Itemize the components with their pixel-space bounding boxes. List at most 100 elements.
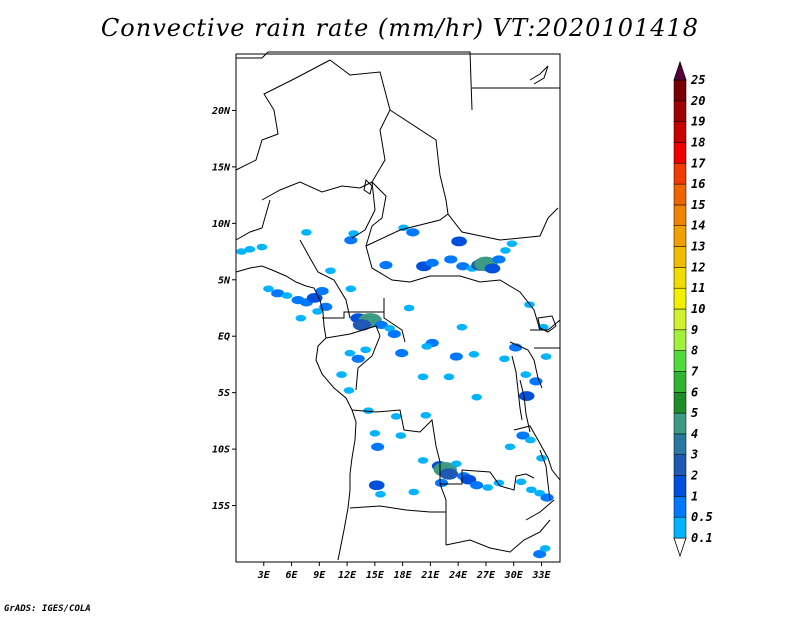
colorbar-swatch [673,350,687,372]
colorbar-swatch [673,163,687,185]
colorbar-swatch [673,142,687,164]
lat-tick-label: 15N [212,162,231,173]
coastline [529,65,549,85]
colorbar-label: 4 [691,427,698,441]
border [322,311,384,319]
map-frame [235,53,561,563]
border [261,181,373,201]
rain-cell [351,354,365,363]
rain-cell [295,314,307,322]
colorbar-label: 6 [691,385,698,399]
rain-cell [281,292,293,299]
colorbar-label: 5 [691,406,698,420]
rain-cell [403,304,415,312]
border [530,319,561,331]
rain-cell [417,457,429,464]
rain-cell [471,393,482,401]
rain-cell [344,349,356,357]
rain-cell [315,286,329,296]
country-borders [235,51,561,561]
colorbar-label: 9 [691,323,698,337]
rain-cell [434,478,449,488]
rain-cell [325,267,336,275]
border [509,341,543,389]
rain-cell [492,255,506,264]
rain-cell [368,480,385,491]
rain-cell [484,263,501,274]
colorbar-label: 7 [691,364,699,378]
colorbar-swatch [673,329,687,351]
rain-cell [526,486,537,494]
colorbar-swatch [673,121,687,143]
border [351,409,447,545]
rain-cell [499,355,510,363]
lake [539,449,551,501]
rain-cell [539,545,551,552]
border [299,239,351,319]
colorbar-label: 11 [691,281,705,295]
colorbar-swatch [673,267,687,289]
rain-cell [540,493,554,502]
rain-cell [345,285,357,293]
lon-tick-label: 6E [286,570,299,581]
colorbar-label: 18 [691,135,705,149]
lat-tick-label: 5S [218,388,230,399]
lat-tick-label: EQ [218,332,230,343]
rain-cell [533,549,547,559]
rain-cell [375,490,386,498]
rain-cell [451,236,467,247]
colorbar-swatch [673,246,687,268]
colorbar-swatch [673,433,687,455]
colorbar-label: 17 [691,156,706,170]
rain-cell [468,350,480,358]
colorbar-swatch [673,225,687,247]
colorbar-label: 8 [691,344,698,358]
rain-cell [387,329,401,339]
rain-cell [456,262,470,271]
colorbar-swatch [673,412,687,435]
rain-cell [470,481,484,490]
rain-cell [540,353,552,360]
colorbar-label: 1 [691,489,698,503]
rain-cell [408,488,420,496]
rain-cell [421,343,432,350]
rain-cell [360,346,371,354]
colorbar-label: 0.5 [691,510,713,524]
rain-cell [506,240,518,247]
colorbar-label: 0.1 [691,531,713,545]
lat-tick-label: 20N [211,106,231,117]
rain-cell [520,371,532,378]
colorbar-swatch [673,183,687,206]
lon-tick-label: 33E [531,570,551,581]
rain-cell [384,325,395,332]
rain-cell [344,236,358,245]
colorbar-swatch [673,308,687,331]
colorbar-swatch [673,371,687,393]
rain-cell [439,468,459,480]
lon-tick-label: 15E [366,570,385,581]
lake [511,355,523,421]
rain-cell [369,430,381,437]
border [236,51,473,111]
lon-tick-label: 3E [257,570,271,581]
border [513,425,561,481]
colorbar-swatch [673,475,687,497]
border [389,109,559,241]
rain-cell [236,248,247,255]
lake [519,379,531,433]
rain-cell [390,413,402,420]
colorbar-swatch [673,100,687,122]
rain-cell [371,442,385,451]
border [329,59,391,239]
rain-cell [263,285,274,293]
rain-cell [525,436,536,444]
colorbar-swatch [673,392,687,414]
rain-cell [312,308,323,315]
rain-cell [500,247,511,254]
lon-tick-label: 21E [420,570,440,581]
rain-cell [352,319,372,331]
rain-cell [395,432,407,439]
rain-cell [529,377,543,386]
colorbar-swatch [673,454,687,476]
colorbar-swatch [673,516,687,539]
